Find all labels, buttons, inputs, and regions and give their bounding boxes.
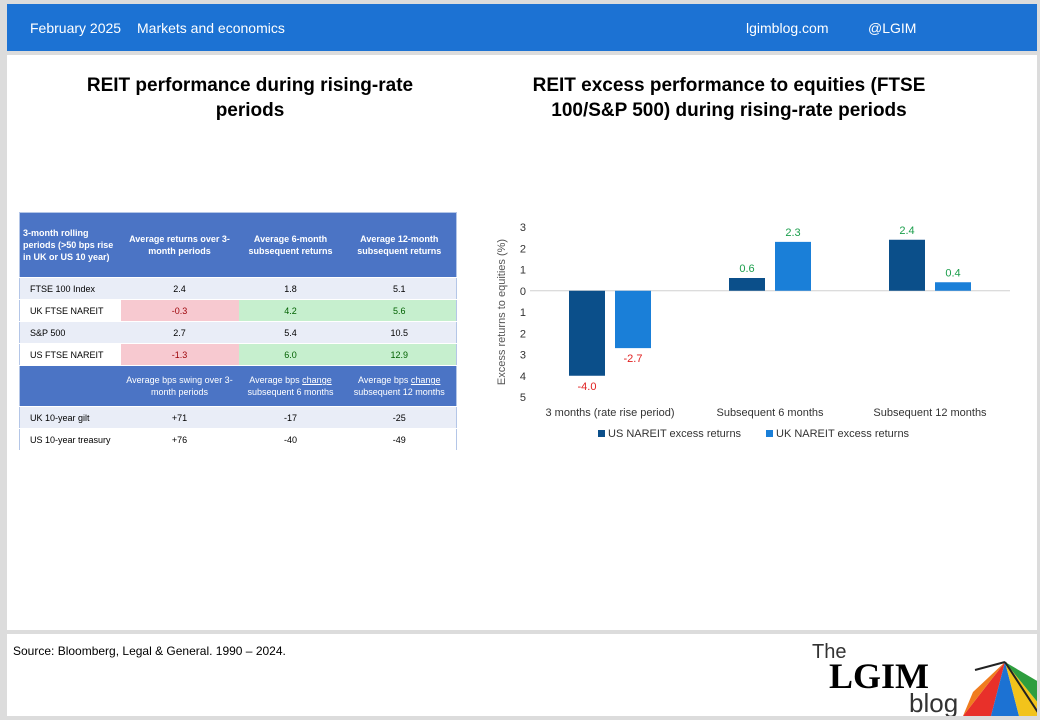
bar-uk xyxy=(615,290,651,349)
table-cell: 5.6 xyxy=(342,299,457,322)
table-cell: 12.9 xyxy=(342,343,457,366)
data-label: -4.0 xyxy=(578,381,597,393)
logo-the-text: The xyxy=(812,641,846,663)
table-cell: 2.7 xyxy=(120,321,239,344)
footer: Source: Bloomberg, Legal & General. 1990… xyxy=(7,634,1037,716)
table-subheader-row: Average bps swing over 3-month periods A… xyxy=(19,365,457,407)
legend-swatch xyxy=(766,430,773,437)
table-row: FTSE 100 Index 2.4 1.8 5.1 xyxy=(19,277,457,300)
table-header-cell: Average bps change subsequent 6 months xyxy=(238,365,343,407)
y-tick-label: 2 xyxy=(520,328,526,340)
table-cell: -40 xyxy=(238,428,343,451)
table-header-cell: Average 6-month subsequent returns xyxy=(238,212,343,278)
y-tick-label: 5 xyxy=(520,392,526,404)
table-cell: 2.4 xyxy=(120,277,239,300)
row-label: S&P 500 xyxy=(19,321,121,344)
table-header-cell: Average returns over 3-month periods xyxy=(120,212,239,278)
table-cell: -1.3 xyxy=(120,343,239,366)
legend-swatch xyxy=(598,430,605,437)
source-note: Source: Bloomberg, Legal & General. 1990… xyxy=(13,644,286,658)
data-label: 0.6 xyxy=(739,263,754,275)
table-header-cell xyxy=(19,365,121,407)
row-label: UK 10-year gilt xyxy=(19,406,121,429)
table-cell: -25 xyxy=(342,406,457,429)
right-title: REIT excess performance to equities (FTS… xyxy=(532,75,926,121)
bar-uk xyxy=(935,282,971,291)
table-header-row: 3-month rolling periods (>50 bps rise in… xyxy=(19,212,457,278)
table-row: US 10-year treasury +76 -40 -49 xyxy=(19,428,457,451)
table-row: S&P 500 2.7 5.4 10.5 xyxy=(19,321,457,344)
table-cell: -17 xyxy=(238,406,343,429)
table-cell: 1.8 xyxy=(238,277,343,300)
bar-uk xyxy=(775,241,811,291)
performance-table: 3-month rolling periods (>50 bps rise in… xyxy=(19,212,457,451)
y-tick-label: 4 xyxy=(520,371,526,383)
table-cell: 5.4 xyxy=(238,321,343,344)
table-cell: -49 xyxy=(342,428,457,451)
data-label: 2.4 xyxy=(899,225,914,237)
table-cell: +71 xyxy=(120,406,239,429)
x-tick-label: Subsequent 6 months xyxy=(716,407,824,419)
table-cell: 4.2 xyxy=(238,299,343,322)
table-cell: 6.0 xyxy=(238,343,343,366)
table-header-cell: Average 12-month subsequent returns xyxy=(342,212,457,278)
table-cell: 5.1 xyxy=(342,277,457,300)
table-cell: 10.5 xyxy=(342,321,457,344)
logo-blog-text: blog xyxy=(909,688,958,716)
y-tick-label: 1 xyxy=(520,307,526,319)
data-label: 2.3 xyxy=(785,227,800,239)
row-label: FTSE 100 Index xyxy=(19,277,121,300)
handle-link[interactable]: @LGIM xyxy=(868,20,917,36)
table-header-cell: Average bps change subsequent 12 months xyxy=(342,365,457,407)
umbrella-icon xyxy=(963,661,1037,716)
table-cell: +76 xyxy=(120,428,239,451)
logo-main-text: LGIM xyxy=(829,656,929,696)
bar-us xyxy=(729,278,765,291)
top-banner: February 2025 Markets and economics lgim… xyxy=(7,4,1037,51)
x-tick-label: Subsequent 12 months xyxy=(873,407,987,419)
y-tick-label: 0 xyxy=(520,286,526,298)
left-title: REIT performance during rising-rate peri… xyxy=(86,75,414,121)
table-header-cell: 3-month rolling periods (>50 bps rise in… xyxy=(19,212,121,278)
data-label: 0.4 xyxy=(945,267,960,279)
site-link[interactable]: lgimblog.com xyxy=(746,20,829,36)
row-label: US FTSE NAREIT xyxy=(19,343,121,366)
x-tick-label: 3 months (rate rise period) xyxy=(546,407,675,419)
bar-us xyxy=(569,290,605,376)
y-tick-label: 1 xyxy=(520,265,526,277)
lgim-blog-logo: The LGIM blog xyxy=(812,641,1037,716)
row-label: US 10-year treasury xyxy=(19,428,121,451)
bar-us xyxy=(889,239,925,291)
legend-entry: US NAREIT excess returns xyxy=(608,428,742,440)
data-label: -2.7 xyxy=(624,353,643,365)
y-tick-label: 3 xyxy=(520,222,526,234)
table-row: UK FTSE NAREIT -0.3 4.2 5.6 xyxy=(19,299,457,322)
table-header-cell: Average bps swing over 3-month periods xyxy=(120,365,239,407)
table-cell: -0.3 xyxy=(120,299,239,322)
table-row: UK 10-year gilt +71 -17 -25 xyxy=(19,406,457,429)
table-row: US FTSE NAREIT -1.3 6.0 12.9 xyxy=(19,343,457,366)
y-tick-label: 3 xyxy=(520,350,526,362)
content-panel: REIT performance during rising-rate peri… xyxy=(7,55,1037,630)
legend-entry: UK NAREIT excess returns xyxy=(776,428,910,440)
y-axis-label: Excess returns to equities (%) xyxy=(496,239,508,385)
y-tick-label: 2 xyxy=(520,243,526,255)
excess-returns-chart: Excess returns to equities (%) 3 2 1 0 1 2 3 4 5 -… xyxy=(496,222,1010,440)
row-label: UK FTSE NAREIT xyxy=(19,299,121,322)
date-label: February 2025 xyxy=(30,20,122,36)
category-link[interactable]: Markets and economics xyxy=(137,20,285,36)
